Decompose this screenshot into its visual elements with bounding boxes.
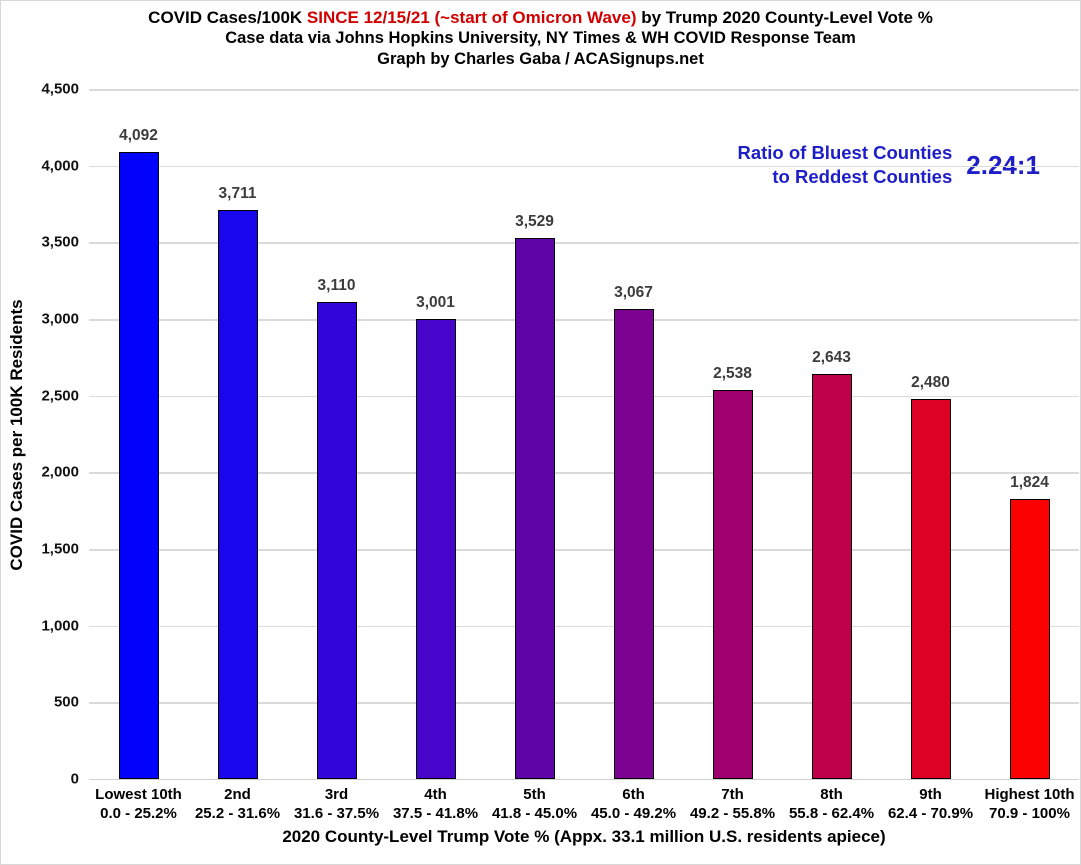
x-axis-baseline — [89, 778, 1079, 780]
ratio-annotation-text: Ratio of Bluest Counties to Reddest Coun… — [737, 141, 952, 189]
bar-column: 2,480 — [881, 89, 980, 779]
x-tick: 4th 37.5 - 41.8% — [386, 785, 485, 823]
gridline — [89, 319, 1079, 321]
y-axis-title: COVID Cases per 100K Residents — [7, 299, 26, 571]
bar-value-label: 2,538 — [713, 364, 752, 382]
gridline — [89, 89, 1079, 91]
bar-value-label: 1,824 — [1010, 474, 1049, 492]
ratio-annotation-line2: to Reddest Counties — [772, 166, 953, 187]
x-tick: 5th 41.8 - 45.0% — [485, 785, 584, 823]
chart-subtitle-source: Case data via Johns Hopkins University, … — [225, 29, 856, 47]
gridline — [89, 165, 1079, 168]
x-tick: 3rd 31.6 - 37.5% — [287, 785, 386, 823]
bar[interactable] — [316, 302, 357, 779]
gridline — [89, 625, 1079, 628]
gridline — [89, 472, 1079, 474]
bar-value-label: 3,067 — [614, 283, 653, 301]
x-tick-range: 70.9 - 100% — [989, 805, 1070, 822]
bar-value-label: 3,110 — [317, 277, 356, 295]
chart-header: COVID Cases/100K SINCE 12/15/21 (~start … — [1, 7, 1080, 70]
y-tick-label: 500 — [53, 693, 79, 711]
bars-row: 4,092 3,711 3,110 3,001 3,529 3,067 2,538 2,643… — [89, 89, 1079, 779]
bar-value-label: 4,092 — [119, 126, 158, 144]
bar-column: 3,067 — [584, 89, 683, 779]
bar[interactable] — [1009, 499, 1050, 779]
bar-column: 2,538 — [683, 89, 782, 779]
bar-column: 3,711 — [188, 89, 287, 779]
chart-title-part2: by Trump 2020 County-Level Vote % — [636, 8, 933, 27]
y-tick-label: 3,000 — [41, 310, 79, 328]
x-tick-category: 3rd — [324, 786, 349, 803]
x-tick-range: 49.2 - 55.8% — [689, 805, 776, 822]
x-tick: 8th 55.8 - 62.4% — [782, 785, 881, 823]
gridline — [89, 549, 1079, 551]
y-tick-label: 2,000 — [41, 463, 79, 481]
x-tick-range: 31.6 - 37.5% — [293, 805, 380, 822]
x-tick-category: 8th — [820, 786, 843, 803]
x-tick-category: 9th — [919, 786, 942, 803]
x-tick-category: Highest 10th — [984, 786, 1075, 803]
x-tick-category: 2nd — [224, 786, 251, 803]
y-tick-label: 2,500 — [41, 387, 79, 405]
y-tick-label: 1,500 — [41, 540, 79, 558]
x-axis-tick-labels: Lowest 10th 0.0 - 25.2% 2nd 25.2 - 31.6% 3rd… — [89, 785, 1079, 823]
x-tick-category: Lowest 10th — [95, 786, 182, 803]
x-tick: Lowest 10th 0.0 - 25.2% — [89, 785, 188, 823]
bar-column: 3,001 — [386, 89, 485, 779]
bar-value-label: 3,711 — [218, 184, 257, 202]
ratio-annotation: Ratio of Bluest Counties to Reddest Coun… — [737, 141, 1040, 189]
bar[interactable] — [514, 237, 555, 779]
gridline — [89, 395, 1079, 398]
x-tick: 6th 45.0 - 49.2% — [584, 785, 683, 823]
x-tick: 9th 62.4 - 70.9% — [881, 785, 980, 823]
bar[interactable] — [118, 151, 159, 779]
x-tick: Highest 10th 70.9 - 100% — [980, 785, 1079, 823]
x-tick-range: 37.5 - 41.8% — [392, 805, 479, 822]
x-tick-range: 0.0 - 25.2% — [100, 805, 177, 822]
bar-column: 4,092 — [89, 89, 188, 779]
ratio-annotation-value: 2.24:1 — [966, 149, 1040, 180]
bar-value-label: 2,480 — [911, 373, 950, 391]
ratio-annotation-line1: Ratio of Bluest Counties — [737, 142, 953, 163]
bar-value-label: 3,001 — [416, 293, 455, 311]
y-tick-label: 4,000 — [41, 157, 79, 175]
x-tick-category: 6th — [622, 786, 645, 803]
bar[interactable] — [811, 373, 852, 779]
gridline — [89, 702, 1079, 704]
x-tick-range: 55.8 - 62.4% — [788, 805, 875, 822]
bar[interactable] — [415, 318, 456, 779]
bar-value-label: 2,643 — [812, 348, 851, 366]
x-tick-range: 62.4 - 70.9% — [887, 805, 974, 822]
y-tick-label: 4,500 — [41, 80, 79, 98]
y-tick-label: 1,000 — [41, 617, 79, 635]
x-tick-category: 4th — [424, 786, 447, 803]
bar-column: 1,824 — [980, 89, 1079, 779]
bar-value-label: 3,529 — [515, 212, 554, 230]
bar-column: 3,529 — [485, 89, 584, 779]
plot-area: 0 500 1,000 1,500 2,000 2,500 3,000 3,500 4,000 4… — [41, 81, 1079, 788]
bar[interactable] — [910, 398, 951, 779]
chart-title-part1: COVID Cases/100K — [148, 8, 307, 27]
chart-subtitle-credit: Graph by Charles Gaba / ACASignups.net — [377, 50, 704, 68]
x-tick-category: 7th — [721, 786, 744, 803]
chart-title-highlight: SINCE 12/15/21 (~start of Omicron Wave) — [306, 8, 637, 27]
x-tick-range: 41.8 - 45.0% — [491, 805, 578, 822]
y-tick-label: 3,500 — [41, 233, 79, 251]
y-tick-label: 0 — [70, 770, 79, 788]
x-tick-category: 5th — [523, 786, 546, 803]
bar-column: 3,110 — [287, 89, 386, 779]
bar[interactable] — [613, 308, 654, 779]
x-tick-range: 25.2 - 31.6% — [194, 805, 281, 822]
x-tick-range: 45.0 - 49.2% — [590, 805, 677, 822]
x-tick: 7th 49.2 - 55.8% — [683, 785, 782, 823]
bar[interactable] — [712, 389, 753, 779]
gridline — [89, 242, 1079, 244]
bar[interactable] — [217, 209, 258, 779]
x-axis-title: 2020 County-Level Trump Vote % (Appx. 33… — [282, 827, 886, 846]
chart-title: COVID Cases/100K SINCE 12/15/21 (~start … — [1, 7, 1080, 28]
x-tick: 2nd 25.2 - 31.6% — [188, 785, 287, 823]
bar-column: 2,643 — [782, 89, 881, 779]
